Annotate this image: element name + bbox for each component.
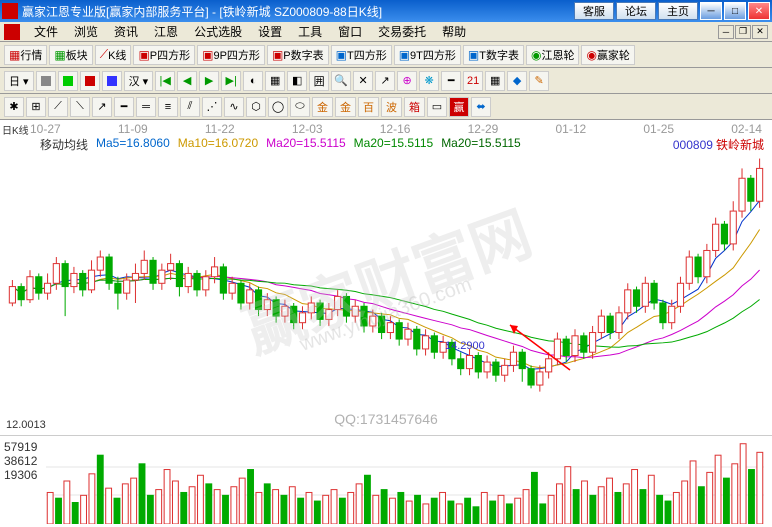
maximize-button[interactable]: □ [724,2,746,20]
tb-icon[interactable]: 囲 [309,71,329,91]
menu-资讯[interactable]: 资讯 [106,23,146,41]
draw-gold2[interactable]: 金 [335,97,356,117]
tb1-9P四方形[interactable]: ▣ 9P四方形 [197,45,265,65]
tb-icon[interactable]: ✎ [529,71,549,91]
doc-close[interactable]: ✕ [752,25,768,39]
tb-han[interactable]: 汉 ▾ [124,71,154,91]
chart-type-label: 日K线 [2,122,29,137]
qq-label: QQ:1731457646 [334,411,438,427]
home-button[interactable]: 主页 [658,2,698,20]
toolbar-1: ▦ 行情▦ 板块⟋ K线▣ P四方形▣ 9P四方形▣ P数字表▣ T四方形▣ 9… [0,42,772,68]
tb1-T四方形[interactable]: ▣ T四方形 [331,45,392,65]
draw-icon[interactable]: 赢 [449,97,469,117]
draw-icon[interactable]: ⬭ [290,97,310,117]
tb-icon[interactable]: ✕ [353,71,373,91]
tb-icon[interactable]: ━ [441,71,461,91]
draw-bai[interactable]: 百 [358,97,379,117]
menu-江恩[interactable]: 江恩 [146,23,186,41]
candlestick-chart [8,152,764,431]
draw-icon[interactable]: ∿ [224,97,244,117]
app-icon [2,3,18,19]
doc-restore[interactable]: ❐ [735,25,751,39]
ma-legend: 移动均线Ma5=16.8060Ma10=16.0720Ma20=15.5115M… [40,136,521,153]
tb1-江恩轮[interactable]: ◉ 江恩轮 [526,45,579,65]
tb-icon[interactable] [102,71,122,91]
menu-公式选股[interactable]: 公式选股 [186,23,250,41]
calc-icon[interactable]: ▦ [485,71,505,91]
arrow-annotation [500,320,580,380]
calendar-icon[interactable]: 21 [463,71,483,91]
draw-icon[interactable]: ≡ [158,97,178,117]
stock-label: 000809 铁岭新城 [673,136,764,153]
tb-icon[interactable]: ◆ [507,71,527,91]
tb-icon[interactable] [80,71,100,91]
draw-xie[interactable]: 箱 [404,97,425,117]
toolbar-3: ✱ ⊞ ⟋ ⟍ ↗ ━ ═ ≡ ⫽ ⋰ ∿ ⬡ ◯ ⬭ 金 金 百 波 箱 ▭ … [0,94,772,120]
draw-icon[interactable]: ⬡ [246,97,266,117]
toolbar-2: 日 ▾ 汉 ▾ |◀ ◀ ▶ ▶| ◐ ▦ ◧ 囲 🔍 ✕ ↗ ⊕ ❋ ━ 21… [0,68,772,94]
last-icon[interactable]: ▶| [221,71,241,91]
date-axis: 10-2711-0911-2212-0312-1612-2901-1201-25… [30,122,762,134]
draw-icon[interactable]: ↗ [92,97,112,117]
next-icon[interactable]: ▶ [199,71,219,91]
menu-帮助[interactable]: 帮助 [434,23,474,41]
menu-文件[interactable]: 文件 [26,23,66,41]
draw-icon[interactable]: ▭ [427,97,447,117]
draw-icon[interactable]: ⬌ [471,97,491,117]
tb-icon[interactable]: ◐ [243,71,263,91]
tb-icon[interactable] [36,71,56,91]
draw-icon[interactable]: ◯ [268,97,288,117]
menu-交易委托[interactable]: 交易委托 [370,23,434,41]
first-icon[interactable]: |◀ [155,71,175,91]
draw-icon[interactable]: ⋰ [202,97,222,117]
volume-area[interactable]: 579193861219306 [0,436,772,526]
service-button[interactable]: 客服 [574,2,614,20]
doc-minimize[interactable]: ─ [718,25,734,39]
tb-icon[interactable] [58,71,78,91]
draw-icon[interactable]: ⟋ [48,97,68,117]
tb-icon[interactable]: ↗ [375,71,395,91]
menubar: 文件浏览资讯江恩公式选股设置工具窗口交易委托帮助 ─ ❐ ✕ [0,22,772,42]
tb1-T数字表[interactable]: ▣ T数字表 [463,45,524,65]
prev-icon[interactable]: ◀ [177,71,197,91]
period-day[interactable]: 日 ▾ [4,71,34,91]
menu-窗口[interactable]: 窗口 [330,23,370,41]
tb1-赢家轮[interactable]: ◉ 赢家轮 [581,45,634,65]
tb-icon[interactable]: ⊕ [397,71,417,91]
ylow-label: 12.0013 [6,419,46,431]
tb1-板块[interactable]: ▦ 板块 [49,45,92,65]
menu-浏览[interactable]: 浏览 [66,23,106,41]
draw-icon[interactable]: ⟍ [70,97,90,117]
menu-设置[interactable]: 设置 [250,23,290,41]
tb1-K线[interactable]: ⟋ K线 [95,45,132,65]
menu-app-icon [4,24,20,40]
titlebar: 赢家江恩专业版[赢家内部服务平台] - [铁岭新城 SZ000809-88日K线… [0,0,772,22]
close-button[interactable]: ✕ [748,2,770,20]
volume-chart [46,438,764,524]
tb1-P四方形[interactable]: ▣ P四方形 [133,45,195,65]
tb-icon[interactable]: ❋ [419,71,439,91]
tb1-9T四方形[interactable]: ▣ 9T四方形 [394,45,461,65]
draw-icon[interactable]: ═ [136,97,156,117]
window-title: 赢家江恩专业版[赢家内部服务平台] - [铁岭新城 SZ000809-88日K线… [22,3,574,20]
draw-icon[interactable]: ⊞ [26,97,46,117]
tb-icon[interactable]: ▦ [265,71,285,91]
draw-icon[interactable]: ━ [114,97,134,117]
tb1-P数字表[interactable]: ▣ P数字表 [267,45,329,65]
draw-gold[interactable]: 金 [312,97,333,117]
chart-area[interactable]: 日K线 10-2711-0911-2212-0312-1612-2901-120… [0,120,772,436]
tb1-行情[interactable]: ▦ 行情 [4,45,47,65]
price-annotation: 14.2900 [445,340,485,352]
tb-icon[interactable]: ◧ [287,71,307,91]
zoom-icon[interactable]: 🔍 [331,71,351,91]
minimize-button[interactable]: ─ [700,2,722,20]
draw-bo[interactable]: 波 [381,97,402,117]
forum-button[interactable]: 论坛 [616,2,656,20]
menu-工具[interactable]: 工具 [290,23,330,41]
volume-labels: 579193861219306 [4,440,37,482]
draw-icon[interactable]: ⫽ [180,97,200,117]
draw-icon[interactable]: ✱ [4,97,24,117]
